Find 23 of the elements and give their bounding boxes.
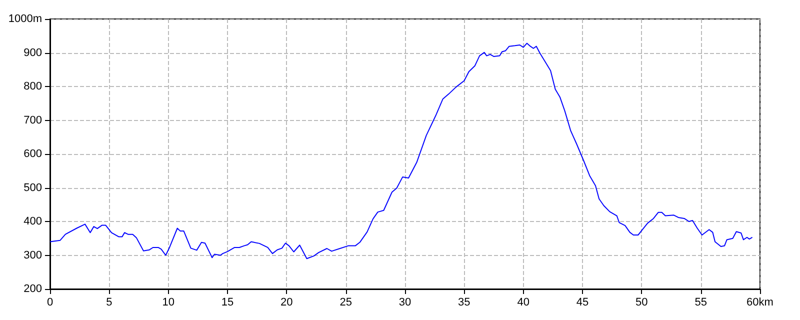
line-series: [50, 42, 753, 260]
x-tick-label: 60km: [746, 296, 774, 308]
y-tick-label: 300: [24, 249, 42, 262]
y-tick-label: 700: [24, 114, 42, 126]
x-tick-label: 35: [458, 296, 470, 308]
x-tick-label: 30: [398, 296, 412, 308]
y-tick-label: 900: [24, 46, 42, 59]
x-tick-label: 0: [46, 296, 54, 308]
x-tick-label: 5: [106, 296, 112, 308]
x-tick-label: 25: [340, 296, 352, 308]
x-tick-label: 50: [636, 296, 648, 308]
y-tick-label: 400: [24, 216, 42, 228]
y-tick-label: 1000m: [8, 13, 42, 25]
y-tick-label: 200: [24, 283, 42, 295]
x-tick-label: 45: [576, 296, 589, 308]
x-tick-label: 15: [221, 296, 234, 308]
y-tick-label: 500: [24, 182, 42, 194]
x-tick-label: 10: [162, 296, 174, 308]
x-tick-label: 55: [694, 296, 707, 308]
x-tick-label: 40: [517, 296, 530, 308]
y-tick-label: 800: [24, 80, 42, 92]
y-tick-label: 600: [24, 148, 42, 160]
x-tick-label: 20: [280, 296, 293, 308]
